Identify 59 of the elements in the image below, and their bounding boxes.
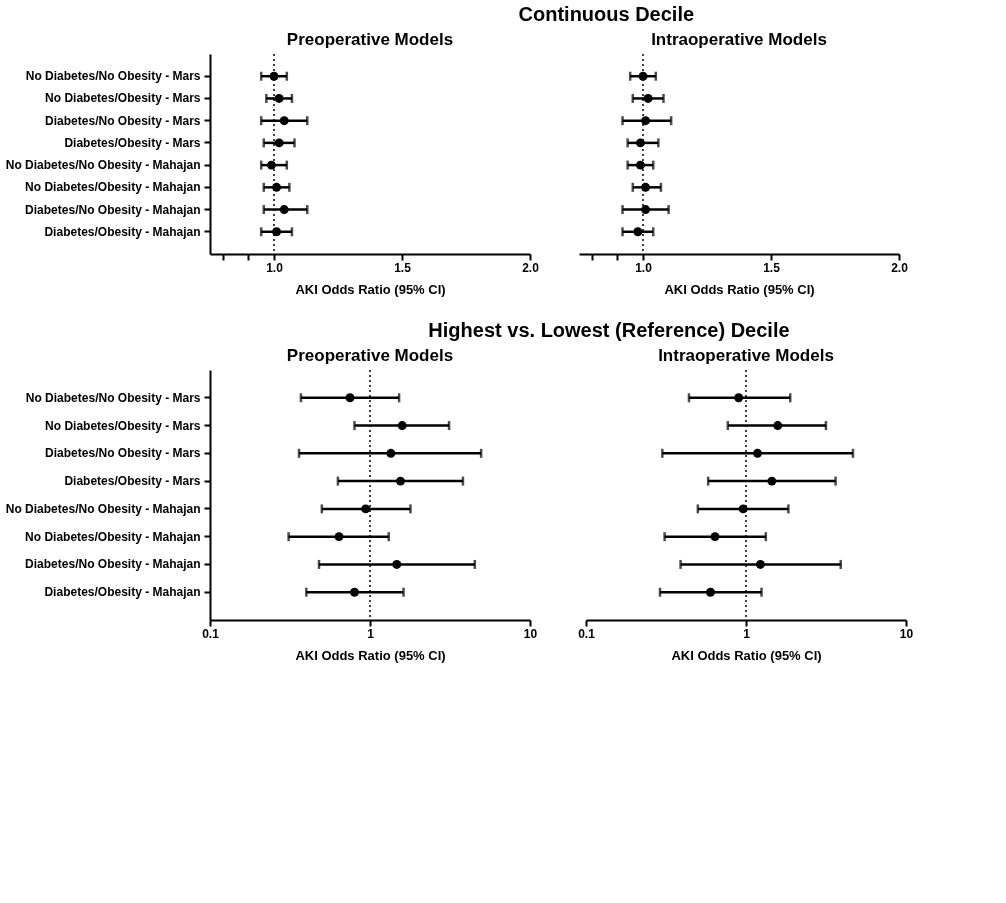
chart-title: Intraoperative Models (658, 346, 834, 366)
point (266, 160, 276, 170)
point (633, 227, 643, 237)
y-tick-label: Diabetes/No Obesity - Mars (45, 113, 201, 128)
point (272, 227, 282, 237)
x-tick-label: 2.0 (891, 260, 909, 275)
x-tick-label: 1.0 (635, 260, 653, 275)
point (345, 393, 355, 403)
point (279, 205, 289, 215)
x-tick-label: 0.1 (202, 626, 220, 641)
point (350, 587, 359, 597)
chart-title: Preoperative Models (286, 30, 454, 50)
point (635, 160, 645, 170)
point (397, 421, 407, 431)
y-tick-label: No Diabetes/Obesity - Mars (45, 418, 201, 433)
y-tick-label: No Diabetes/Obesity - Mars (45, 91, 201, 106)
y-tick-label: No Diabetes/Obesity - Mahajan (25, 180, 201, 195)
x-tick-label: 1.0 (266, 260, 284, 275)
y-tick-label: Diabetes/Obesity - Mahajan (44, 224, 201, 239)
y-tick-label: Diabetes/No Obesity - Mahajan (25, 557, 201, 572)
x-tick-label: 10 (523, 626, 538, 641)
x-tick-label: 1.5 (394, 260, 412, 275)
point (392, 559, 402, 569)
x-tick-label: 0.1 (578, 626, 596, 641)
y-tick-label: No Diabetes/No Obesity - Mahajan (5, 158, 201, 173)
y-tick-label: No Diabetes/No Obesity - Mahajan (5, 501, 201, 516)
x-axis-title: AKI Odds Ratio (95% CI) (671, 647, 822, 663)
point (269, 71, 279, 81)
y-tick-label: No Diabetes/Obesity - Mahajan (25, 529, 201, 544)
point (641, 116, 651, 126)
x-axis-title: AKI Odds Ratio (95% CI) (664, 281, 815, 297)
point (643, 93, 653, 103)
point (638, 71, 648, 81)
point (395, 476, 405, 486)
point (641, 182, 651, 192)
x-tick-label: 1 (367, 626, 375, 641)
x-tick-label: 1 (743, 626, 751, 641)
y-tick-label: Diabetes/Obesity - Mars (64, 135, 201, 150)
point (274, 138, 284, 148)
point (635, 138, 645, 148)
point (279, 116, 289, 126)
x-tick-label: 2.0 (522, 260, 540, 275)
text: Highest vs. Lowest (Reference) Decile (428, 319, 790, 342)
x-axis-title: AKI Odds Ratio (95% CI) (295, 647, 446, 663)
y-tick-label: Diabetes/No Obesity - Mars (45, 446, 201, 461)
x-tick-label: 10 (899, 626, 914, 641)
y-tick-label: No Diabetes/No Obesity - Mars (25, 390, 201, 405)
y-tick-label: Diabetes/Obesity - Mars (64, 474, 201, 489)
point (274, 93, 284, 103)
y-tick-label: Diabetes/Obesity - Mahajan (44, 585, 201, 600)
text: Continuous Decile (518, 3, 695, 26)
x-axis-title: AKI Odds Ratio (95% CI) (295, 281, 446, 297)
point (641, 205, 651, 215)
x-tick-label: 1.5 (763, 260, 781, 275)
chart-title: Intraoperative Models (651, 30, 827, 50)
point (272, 182, 282, 192)
chart-title: Preoperative Models (286, 346, 454, 366)
y-tick-label: Diabetes/No Obesity - Mahajan (25, 202, 201, 217)
y-tick-label: No Diabetes/No Obesity - Mars (25, 69, 201, 84)
